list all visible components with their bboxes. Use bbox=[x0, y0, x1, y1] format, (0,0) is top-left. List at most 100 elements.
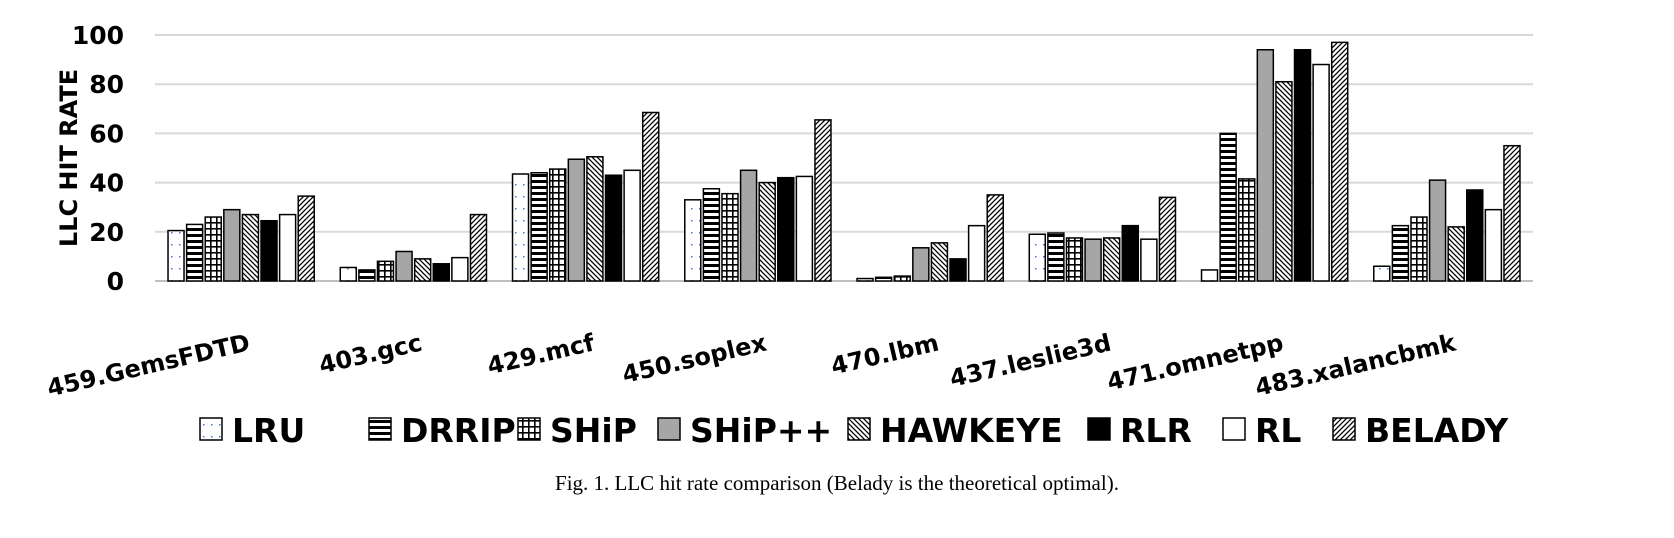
bar-belady-429.mcf bbox=[641, 111, 660, 282]
bar-lru-429.mcf bbox=[511, 173, 530, 282]
bar-hawkeye-459.GemsFDTD bbox=[241, 213, 260, 282]
bar-belady-437.leslie3d bbox=[1158, 196, 1177, 282]
legend-item-lru: LRU bbox=[199, 411, 305, 450]
x-tick-label: 450.soplex bbox=[620, 328, 770, 389]
legend-label: BELADY bbox=[1365, 411, 1509, 450]
y-tick-label: 40 bbox=[89, 169, 124, 198]
bar-rlr-459.GemsFDTD bbox=[260, 219, 278, 282]
bar-rlr-450.soplex bbox=[777, 176, 795, 282]
x-tick-label: 403.gcc bbox=[316, 329, 424, 380]
bar-rl-437.leslie3d bbox=[1140, 238, 1158, 282]
bar-rlr-403.gcc bbox=[432, 263, 451, 282]
y-axis-label: LLC HIT RATE bbox=[55, 69, 83, 247]
bar-ship-437.leslie3d bbox=[1065, 237, 1084, 282]
legend-swatch bbox=[517, 417, 541, 441]
bar-hawkeye-471.omnetpp bbox=[1275, 80, 1293, 282]
bar-hawkeye-450.soplex bbox=[758, 181, 776, 282]
y-tick-label: 100 bbox=[72, 21, 124, 50]
bar-drrip-450.soplex bbox=[702, 188, 721, 282]
bar-drrip-429.mcf bbox=[530, 172, 548, 282]
bar-hawkeye-437.leslie3d bbox=[1102, 237, 1121, 282]
bar-belady-403.gcc bbox=[469, 213, 488, 282]
legend-item-rl: RL bbox=[1222, 411, 1301, 450]
bar-shippp-403.gcc bbox=[395, 250, 413, 282]
legend-item-hawkeye: HAWKEYE bbox=[847, 411, 1063, 450]
bar-rlr-471.omnetpp bbox=[1293, 49, 1312, 282]
bar-rlr-483.xalancbmk bbox=[1466, 189, 1484, 282]
bar-shippp-471.omnetpp bbox=[1256, 49, 1275, 282]
legend-label: RLR bbox=[1120, 411, 1192, 450]
figure-caption: Fig. 1. LLC hit rate comparison (Belady … bbox=[555, 471, 1119, 495]
bar-rl-403.gcc bbox=[451, 256, 469, 282]
y-tick-label: 20 bbox=[89, 218, 124, 247]
legend-label: HAWKEYE bbox=[880, 411, 1063, 450]
bar-ship-470.lbm bbox=[893, 275, 911, 282]
legend-swatch bbox=[1332, 417, 1356, 441]
legend-label: SHiP++ bbox=[690, 411, 832, 450]
bar-rlr-470.lbm bbox=[949, 258, 967, 282]
bar-shippp-483.xalancbmk bbox=[1428, 179, 1447, 282]
bar-rl-483.xalancbmk bbox=[1484, 208, 1503, 282]
bar-lru-483.xalancbmk bbox=[1373, 265, 1391, 282]
bar-shippp-459.GemsFDTD bbox=[223, 208, 241, 282]
bar-ship-483.xalancbmk bbox=[1410, 216, 1428, 282]
bar-hawkeye-403.gcc bbox=[413, 258, 432, 282]
bar-rl-450.soplex bbox=[795, 175, 814, 282]
x-tick-label: 429.mcf bbox=[485, 328, 598, 380]
legend-item-shippp: SHiP++ bbox=[657, 411, 832, 450]
bar-drrip-483.xalancbmk bbox=[1391, 224, 1410, 282]
legend-swatch bbox=[657, 417, 681, 441]
legend-item-rlr: RLR bbox=[1087, 411, 1192, 450]
bar-rl-470.lbm bbox=[967, 224, 986, 282]
bar-shippp-450.soplex bbox=[739, 169, 758, 282]
y-tick-label: 0 bbox=[107, 267, 124, 296]
bar-lru-450.soplex bbox=[684, 199, 702, 282]
bar-hawkeye-429.mcf bbox=[586, 156, 604, 282]
bar-belady-483.xalancbmk bbox=[1503, 144, 1521, 282]
bar-belady-470.lbm bbox=[986, 194, 1004, 282]
bar-lru-470.lbm bbox=[856, 277, 874, 282]
bar-rl-429.mcf bbox=[623, 169, 641, 282]
bar-lru-471.omnetpp bbox=[1200, 269, 1219, 282]
legend-label: DRRIP bbox=[401, 411, 516, 450]
bar-ship-450.soplex bbox=[721, 192, 739, 282]
bar-lru-437.leslie3d bbox=[1028, 233, 1047, 282]
bar-drrip-403.gcc bbox=[358, 269, 376, 282]
bar-belady-450.soplex bbox=[814, 119, 832, 282]
bar-belady-471.omnetpp bbox=[1330, 41, 1349, 282]
legend-item-belady: BELADY bbox=[1332, 411, 1509, 450]
legend-item-ship: SHiP bbox=[517, 411, 637, 450]
bar-ship-429.mcf bbox=[548, 168, 567, 282]
x-tick-label: 459.GemsFDTD bbox=[44, 329, 252, 403]
x-tick-label: 470.lbm bbox=[828, 329, 941, 381]
legend-item-drrip: DRRIP bbox=[368, 411, 516, 450]
bar-drrip-471.omnetpp bbox=[1219, 132, 1237, 282]
legend-label: RL bbox=[1255, 411, 1301, 450]
legend-label: LRU bbox=[232, 411, 305, 450]
bar-lru-459.GemsFDTD bbox=[167, 229, 185, 282]
legend-swatch bbox=[368, 417, 392, 441]
bar-rl-471.omnetpp bbox=[1312, 63, 1330, 282]
x-tick-label: 483.xalancbmk bbox=[1252, 328, 1459, 402]
legend-swatch bbox=[847, 417, 871, 441]
bar-drrip-459.GemsFDTD bbox=[185, 223, 204, 282]
bar-drrip-470.lbm bbox=[874, 276, 893, 282]
bar-shippp-437.leslie3d bbox=[1084, 238, 1102, 282]
bar-belady-459.GemsFDTD bbox=[297, 195, 315, 282]
legend-label: SHiP bbox=[550, 411, 637, 450]
bar-hawkeye-470.lbm bbox=[930, 242, 949, 282]
bar-drrip-437.leslie3d bbox=[1047, 232, 1065, 282]
bar-rlr-437.leslie3d bbox=[1121, 224, 1140, 282]
bar-ship-403.gcc bbox=[376, 260, 395, 282]
bar-ship-459.GemsFDTD bbox=[204, 216, 222, 282]
bar-hawkeye-483.xalancbmk bbox=[1447, 226, 1465, 282]
y-tick-label: 60 bbox=[89, 119, 124, 148]
bar-rl-459.GemsFDTD bbox=[278, 213, 297, 282]
legend-swatch bbox=[1087, 417, 1111, 441]
bar-shippp-470.lbm bbox=[912, 247, 930, 282]
bar-ship-471.omnetpp bbox=[1237, 178, 1256, 282]
bar-lru-403.gcc bbox=[339, 266, 358, 282]
bar-shippp-429.mcf bbox=[567, 158, 586, 282]
x-tick-label: 437.leslie3d bbox=[947, 329, 1114, 393]
